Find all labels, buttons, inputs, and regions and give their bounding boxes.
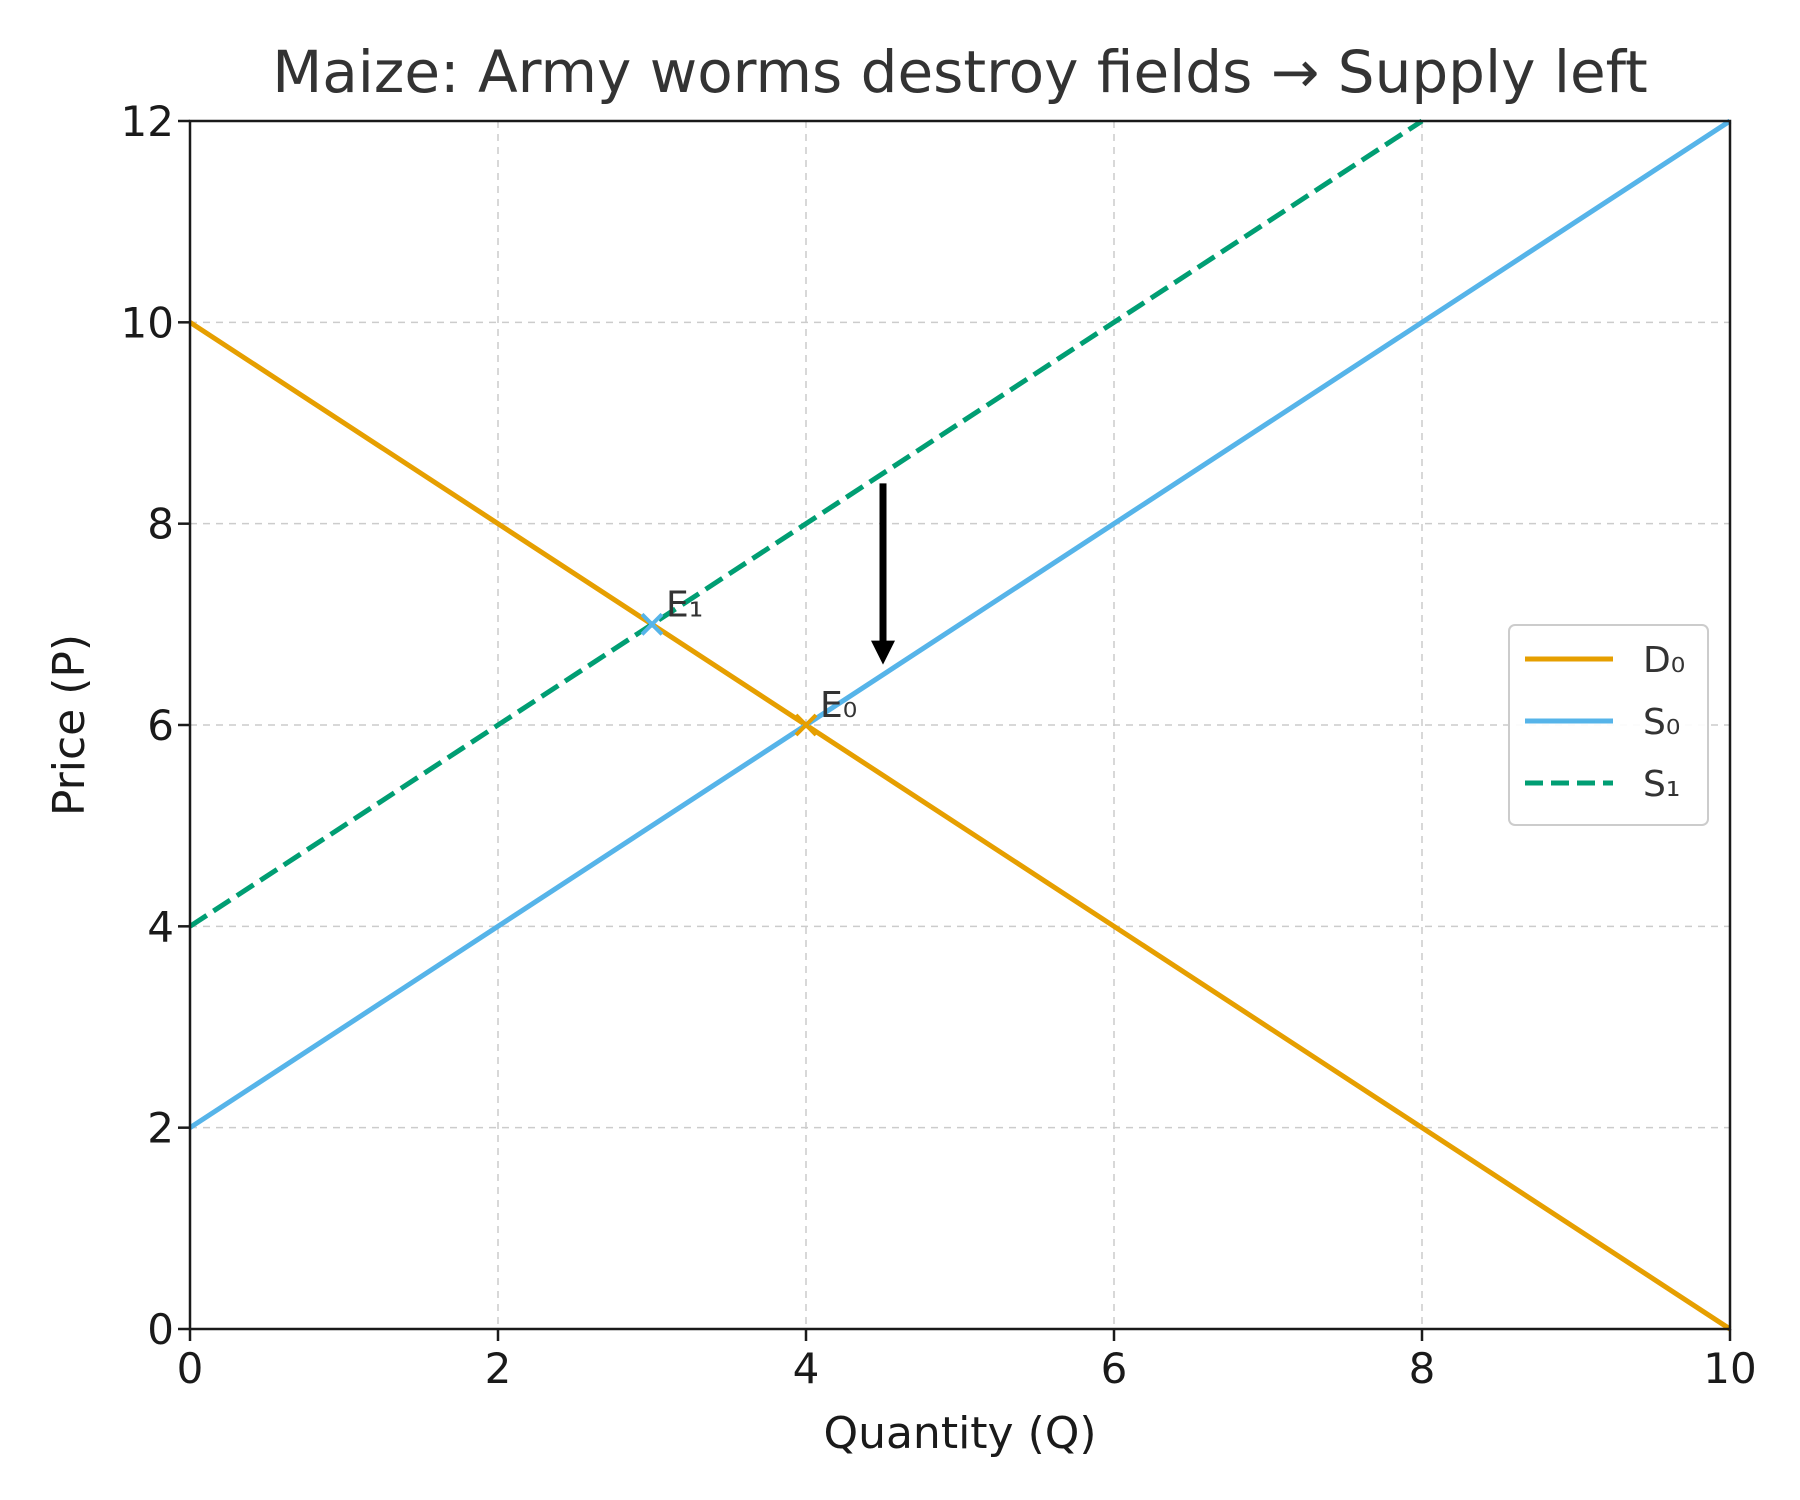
x-tick-label: 4 [793,1344,820,1393]
equilibrium-points: E₀ E₁ [640,584,857,737]
x-tick-label: 8 [1409,1344,1436,1393]
y-tick-label: 4 [147,902,174,951]
equilibrium-marker-1 [640,612,664,636]
marker-stroke [794,713,818,737]
equilibrium-label-1: E₁ [666,584,703,625]
shift-arrow [871,483,895,665]
y-tick-label: 0 [147,1305,174,1354]
y-tick-label: 6 [147,701,174,750]
legend-label-1: S₀ [1643,702,1680,743]
x-tick-label: 2 [485,1344,512,1393]
y-axis-label: Price (P) [44,634,95,816]
series-line-2 [188,118,1424,929]
x-axis-label: Quantity (Q) [823,1408,1096,1459]
legend: D₀ S₀ S₁ [1508,624,1709,826]
equilibrium-label-0: E₀ [820,685,857,726]
x-tick-label: 10 [1703,1344,1756,1393]
marker-stroke [640,612,664,636]
y-tick-label: 10 [121,298,174,347]
y-tick-label: 12 [121,97,174,146]
grid-lines [190,121,1730,1329]
equilibrium-marker-0 [794,713,818,737]
chart-title: Maize: Army worms destroy fields → Suppl… [272,38,1648,106]
y-tick-label: 2 [147,1104,174,1153]
legend-box [1508,624,1709,826]
series-line-1 [188,118,1732,1130]
arrow-head [871,640,895,665]
series-lines [188,118,1732,1332]
y-tick-label: 8 [147,500,174,549]
x-tick-label: 6 [1101,1344,1128,1393]
series-line-0 [188,320,1732,1332]
axis-ticks: 0 2 4 6 8 10 0 2 4 6 8 10 12 [121,97,1757,1393]
legend-label-2: S₁ [1643,764,1680,805]
x-tick-label: 0 [177,1344,204,1393]
legend-label-0: D₀ [1643,640,1685,681]
